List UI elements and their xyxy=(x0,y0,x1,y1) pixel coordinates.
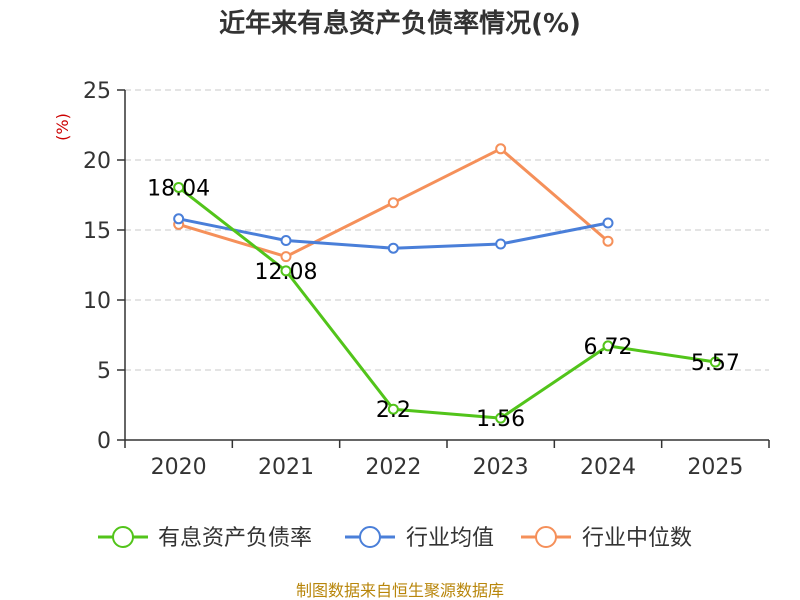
series-point-2-4 xyxy=(602,235,614,247)
data-labels: 18.04 12.08 2.2 1.56 6.72 5.57 xyxy=(147,176,740,432)
series-point-0-5 xyxy=(709,356,721,368)
data-label-2024: 6.72 xyxy=(584,335,633,360)
x-tick-label-2020: 2020 xyxy=(151,455,207,480)
y-tick-label-5: 5 xyxy=(97,359,111,384)
legend-item-0: 有息资产负债率 xyxy=(98,526,312,551)
series xyxy=(173,143,721,424)
series-point-1-1 xyxy=(280,235,292,246)
series-point-1-2 xyxy=(387,242,399,254)
legend-label-0: 有息资产负债率 xyxy=(158,526,312,551)
source-note: 制图数据来自恒生聚源数据库 xyxy=(296,581,504,600)
data-label-2020: 18.04 xyxy=(147,176,210,201)
y-tick-label-0: 0 xyxy=(97,429,111,454)
x-tick-label-2023: 2023 xyxy=(473,455,529,480)
legend-label-2: 行业中位数 xyxy=(582,526,692,551)
series-point-2-1 xyxy=(280,251,292,263)
series-point-2-2 xyxy=(387,197,399,209)
series-point-1-4 xyxy=(602,217,614,229)
x-tick-label-2022: 2022 xyxy=(365,455,421,480)
y-tick-label-10: 10 xyxy=(83,289,111,314)
grid-lines xyxy=(125,89,769,371)
series-1 xyxy=(173,213,614,254)
series-2 xyxy=(173,143,614,263)
series-point-0-2 xyxy=(387,403,399,415)
series-point-0-0 xyxy=(173,181,185,193)
y-tick-label-15: 15 xyxy=(83,219,111,244)
series-line-0 xyxy=(177,186,716,420)
chart-title: 近年来有息资产负债率情况(%) xyxy=(219,8,581,39)
series-point-2-3 xyxy=(495,143,507,155)
y-tick-label-25: 25 xyxy=(83,79,111,104)
data-label-2021: 12.08 xyxy=(255,260,318,285)
legend-label-1: 行业均值 xyxy=(406,526,494,551)
x-tick-label-2025: 2025 xyxy=(687,455,743,480)
x-tick-label-2024: 2024 xyxy=(580,455,636,480)
data-label-2022: 2.2 xyxy=(376,398,411,423)
series-point-0-4 xyxy=(602,340,614,352)
legend-swatch-marker-0 xyxy=(112,526,134,548)
legend-item-1: 行业均值 xyxy=(345,526,494,551)
data-label-2025: 5.57 xyxy=(691,351,740,376)
legend-item-2: 行业中位数 xyxy=(521,526,692,551)
series-point-1-3 xyxy=(495,238,507,250)
legend-swatch-marker-2 xyxy=(535,526,557,548)
y-axis-unit-label: (%) xyxy=(53,113,72,141)
legend-swatch-marker-1 xyxy=(359,526,381,548)
series-0 xyxy=(173,181,721,424)
x-tick-label-2021: 2021 xyxy=(258,455,314,480)
data-label-2023: 1.56 xyxy=(476,407,525,432)
series-point-1-0 xyxy=(173,213,185,225)
y-tick-label-20: 20 xyxy=(83,149,111,174)
series-point-0-3 xyxy=(495,412,507,424)
legend: 有息资产负债率 行业均值 行业中位数 xyxy=(98,526,692,551)
series-point-0-1 xyxy=(280,265,292,277)
